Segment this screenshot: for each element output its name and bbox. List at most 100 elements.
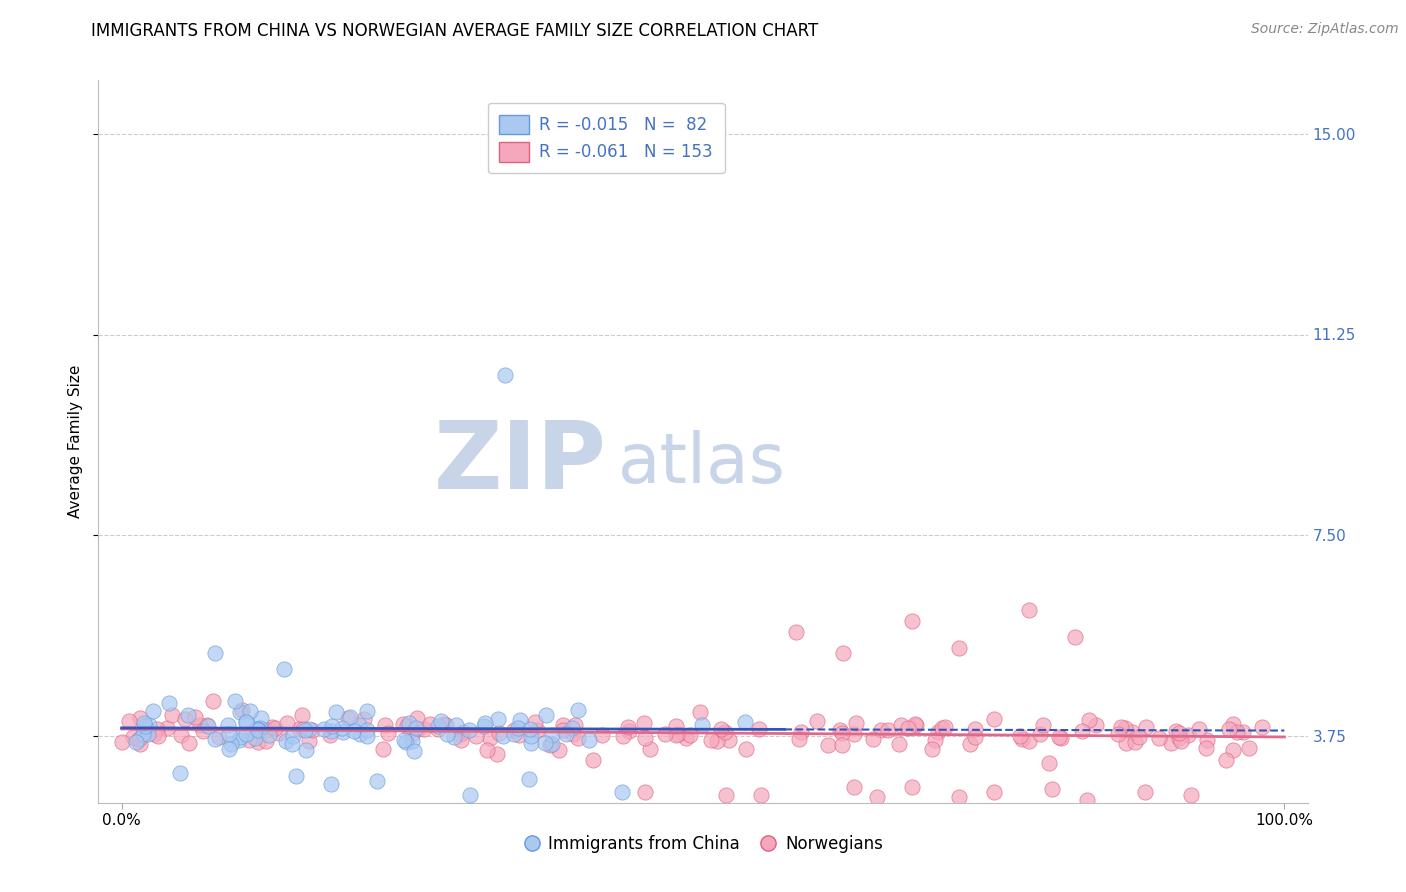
- Y-axis label: Average Family Size: Average Family Size: [67, 365, 83, 518]
- Point: [1018, 734, 1040, 748]
- Point: [413, 722, 436, 736]
- Point: [612, 729, 634, 743]
- Point: [280, 737, 302, 751]
- Point: [866, 790, 889, 805]
- Point: [1040, 782, 1063, 797]
- Point: [405, 721, 427, 735]
- Point: [582, 753, 605, 767]
- Point: [295, 743, 318, 757]
- Point: [1166, 724, 1188, 739]
- Point: [254, 733, 277, 747]
- Point: [128, 710, 150, 724]
- Point: [716, 788, 738, 802]
- Point: [347, 718, 370, 732]
- Point: [901, 780, 924, 794]
- Point: [312, 722, 335, 736]
- Point: [1215, 753, 1237, 767]
- Point: [486, 712, 509, 726]
- Point: [401, 733, 423, 747]
- Point: [1107, 727, 1129, 741]
- Point: [519, 736, 541, 750]
- Point: [1064, 630, 1087, 644]
- Point: [298, 733, 321, 747]
- Point: [229, 705, 252, 719]
- Point: [169, 728, 191, 742]
- Point: [1195, 741, 1218, 756]
- Point: [905, 717, 928, 731]
- Point: [526, 723, 548, 737]
- Point: [128, 732, 150, 747]
- Point: [831, 646, 853, 660]
- Point: [235, 727, 257, 741]
- Point: [394, 733, 416, 747]
- Point: [122, 730, 145, 744]
- Point: [534, 708, 557, 723]
- Point: [405, 711, 427, 725]
- Point: [336, 711, 359, 725]
- Point: [509, 713, 531, 727]
- Point: [610, 785, 633, 799]
- Point: [503, 727, 526, 741]
- Point: [706, 734, 728, 748]
- Point: [229, 730, 252, 744]
- Point: [591, 728, 613, 742]
- Point: [247, 723, 270, 738]
- Point: [273, 662, 295, 676]
- Text: IMMIGRANTS FROM CHINA VS NORWEGIAN AVERAGE FAMILY SIZE CORRELATION CHART: IMMIGRANTS FROM CHINA VS NORWEGIAN AVERA…: [91, 22, 818, 40]
- Point: [246, 735, 269, 749]
- Point: [634, 785, 657, 799]
- Point: [1135, 720, 1157, 734]
- Point: [714, 725, 737, 739]
- Point: [174, 712, 197, 726]
- Point: [298, 722, 321, 736]
- Point: [443, 730, 465, 744]
- Point: [492, 729, 515, 743]
- Point: [1167, 731, 1189, 745]
- Point: [396, 719, 419, 733]
- Point: [534, 736, 557, 750]
- Point: [197, 719, 219, 733]
- Point: [541, 737, 564, 751]
- Point: [219, 737, 242, 751]
- Point: [472, 719, 495, 733]
- Point: [134, 719, 156, 733]
- Point: [245, 722, 267, 736]
- Point: [1128, 730, 1150, 744]
- Point: [138, 718, 160, 732]
- Point: [638, 742, 661, 756]
- Point: [1222, 716, 1244, 731]
- Point: [406, 723, 429, 737]
- Point: [177, 708, 200, 723]
- Point: [567, 731, 589, 746]
- Point: [904, 717, 927, 731]
- Point: [1084, 718, 1107, 732]
- Point: [1008, 729, 1031, 743]
- Point: [1032, 718, 1054, 732]
- Point: [204, 732, 226, 747]
- Point: [208, 730, 231, 744]
- Point: [402, 744, 425, 758]
- Point: [1188, 722, 1211, 736]
- Point: [488, 726, 510, 740]
- Point: [963, 731, 986, 745]
- Point: [1177, 728, 1199, 742]
- Point: [508, 721, 530, 735]
- Point: [427, 719, 450, 733]
- Point: [453, 725, 475, 739]
- Point: [260, 720, 283, 734]
- Point: [366, 774, 388, 789]
- Point: [734, 714, 756, 729]
- Point: [285, 769, 308, 783]
- Point: [142, 704, 165, 718]
- Point: [325, 706, 347, 720]
- Point: [419, 717, 441, 731]
- Point: [257, 727, 280, 741]
- Point: [224, 693, 246, 707]
- Point: [146, 722, 169, 736]
- Point: [963, 722, 986, 736]
- Point: [567, 703, 589, 717]
- Point: [503, 723, 526, 738]
- Point: [217, 718, 239, 732]
- Point: [564, 717, 586, 731]
- Point: [427, 722, 450, 736]
